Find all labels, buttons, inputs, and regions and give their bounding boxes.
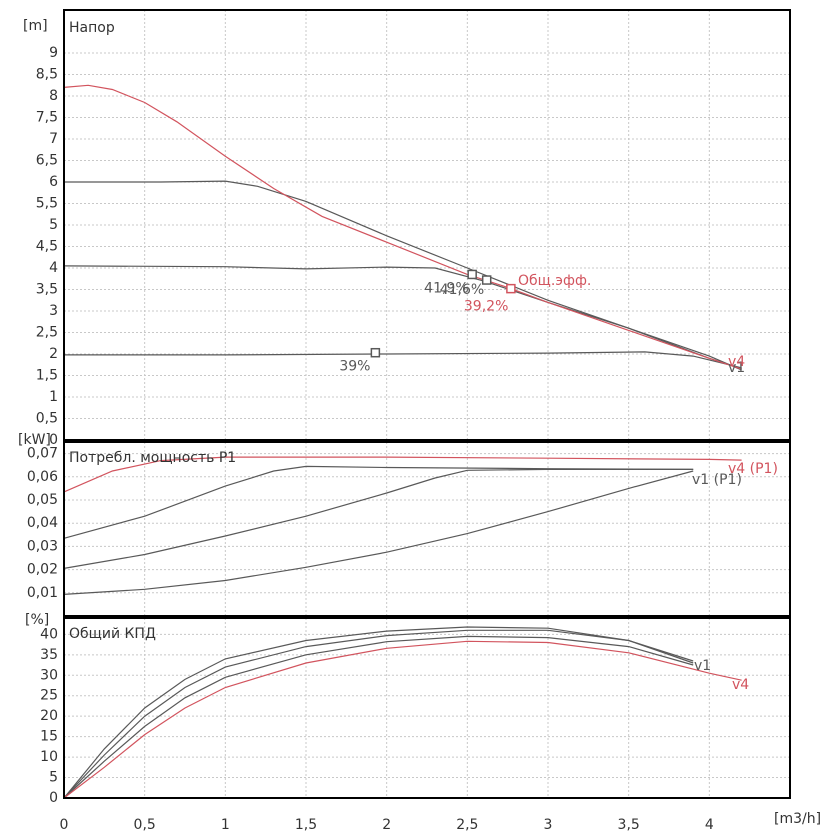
efficiency-end-label-v4: v4 [732,677,749,693]
head-y-tick-label: 6 [49,174,58,190]
head-y-tick-label: 4,5 [36,239,58,255]
power-y-tick-label: 0,06 [27,469,58,485]
head-marker-3 [506,283,516,294]
efficiency-y-tick-label: 40 [40,626,58,642]
head-y-tick-label: 4 [49,260,58,276]
head-y-tick-label: 1 [49,389,58,405]
head-y-tick-label: 9 [49,45,58,61]
head-y-tick-label: 8 [49,88,58,104]
operating-point-label: 39% [339,359,370,375]
head-series-1-line [63,265,742,370]
efficiency-y-tick-label: 35 [40,647,58,663]
head-y-tick-label: 1,5 [36,368,58,384]
x-tick-label: 0,5 [134,817,156,833]
x-tick-label: 2 [382,817,391,833]
head-y-tick-label: 2 [49,346,58,362]
head-panel-title: Напор [69,20,115,36]
head-y-tick-label: 5 [49,217,58,233]
x-unit-label: [m3/h] [774,811,821,827]
head-end-label-v4: v4 [728,354,745,370]
head-y-tick-label: 7,5 [36,110,58,126]
head-marker-2 [481,275,492,285]
x-tick-label: 3,5 [618,817,640,833]
head-y-tick-label: 8,5 [36,67,58,83]
head-series-2-line [64,180,742,371]
head-series-0-line [64,351,742,369]
operating-point-markers: 39% 41,9%41,6%39,2% [339,269,516,375]
efficiency-y-tick-label: 25 [40,688,58,704]
head-y-tick-label: 7 [49,131,58,147]
power-y-tick-label: 0,02 [27,562,58,578]
head-marker-0 [370,347,381,358]
power-series-3-line [63,456,742,493]
tick-labels: 0 0,5 1 1,5 2 2,5 3 3,5 4 4,5 5 5,5 6 6,5 7 7,5 8 8,5 9 0,0… [27,45,714,833]
efficiency-y-tick-label: 15 [40,729,58,745]
x-tick-label: 1,5 [295,817,317,833]
efficiency-series-1-line [63,629,694,799]
power-series-2-line [63,465,694,539]
x-tick-label: 2,5 [456,817,478,833]
efficiency-y-tick-label: 0 [49,790,58,806]
grid-lines [64,10,790,798]
head-series-3-line [63,84,742,370]
power-unit-label: [kW] [18,432,51,448]
operating-point-label: 41,6% [440,282,484,298]
efficiency-series-2-line [63,635,694,799]
head-y-tick-label: 0,5 [36,411,58,427]
efficiency-y-tick-label: 5 [49,770,58,786]
efficiency-panel-title: Общий КПД [69,626,156,642]
head-y-tick-label: 3 [49,303,58,319]
head-end-label-v1: v1 [728,360,745,376]
efficiency-panel-border [63,617,791,799]
power-panel-title: Потребл. мощность P1 [69,450,236,466]
power-y-tick-label: 0,01 [27,585,58,601]
efficiency-y-tick-label: 30 [40,667,58,683]
power-series-0-line [63,470,694,595]
x-tick-label: 4 [705,817,714,833]
efficiency-y-tick-label: 10 [40,749,58,765]
power-panel-border [63,441,791,617]
head-marker-1 [467,269,477,280]
power-y-tick-label: 0,07 [27,446,58,462]
efficiency-y-tick-label: 20 [40,708,58,724]
power-series-1-line [63,468,694,569]
power-y-tick-label: 0,03 [27,538,58,554]
head-y-tick-label: 2,5 [36,325,58,341]
head-panel-border [63,9,791,441]
power-y-tick-label: 0,05 [27,492,58,508]
efficiency-unit-label: [%] [25,612,49,628]
total-efficiency-annotation: Общ.эфф. [518,273,591,289]
x-tick-label: 1 [221,817,230,833]
efficiency-series-0-line [63,626,694,799]
head-y-tick-label: 6,5 [36,153,58,169]
x-tick-label: 3 [544,817,553,833]
efficiency-series-3-line [63,640,742,799]
head-y-tick-label: 5,5 [36,196,58,212]
power-y-tick-label: 0,04 [27,515,58,531]
efficiency-end-label-v1: v1 [694,658,711,674]
power-end-label-v1: v1 (P1) [692,472,742,488]
x-tick-label: 0 [60,817,69,833]
operating-point-label: 39,2% [464,299,508,315]
data-curves [63,84,742,799]
head-y-tick-label: 3,5 [36,282,58,298]
head-y-tick-label: 0 [49,432,58,448]
power-end-label-v4: v4 (P1) [728,461,778,477]
operating-point-label: 41,9% [424,280,468,296]
head-unit-label: [m] [23,18,48,34]
